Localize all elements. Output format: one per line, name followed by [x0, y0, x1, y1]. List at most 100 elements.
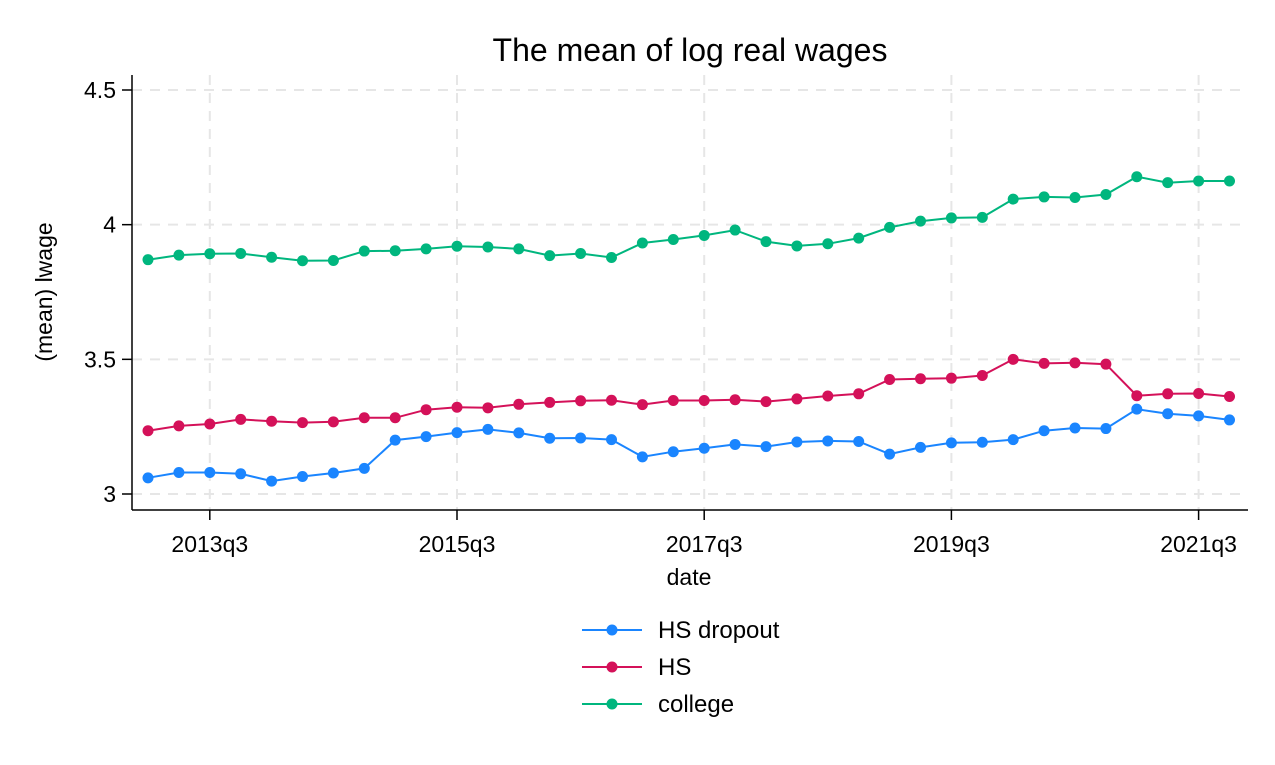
data-point	[1038, 191, 1050, 203]
data-point	[698, 395, 710, 407]
data-point	[173, 249, 185, 261]
data-point	[915, 441, 926, 453]
data-point	[389, 434, 401, 446]
data-point	[1193, 410, 1205, 422]
data-point	[327, 467, 339, 479]
data-point	[420, 404, 432, 416]
data-point	[884, 448, 896, 460]
data-point	[204, 466, 216, 478]
data-point	[822, 390, 834, 402]
data-point	[358, 412, 370, 424]
data-point	[235, 468, 247, 480]
series-line	[147, 358, 1230, 432]
data-point	[1131, 403, 1143, 415]
data-point	[142, 254, 154, 266]
data-point	[945, 372, 957, 384]
data-point	[1162, 177, 1174, 189]
data-point	[698, 229, 710, 241]
data-point	[1100, 423, 1112, 435]
data-point	[791, 393, 803, 405]
x-tick-label: 2015q3	[419, 531, 496, 557]
x-tick-label: 2021q3	[1160, 531, 1237, 557]
data-point	[451, 240, 463, 252]
data-point	[1224, 391, 1235, 403]
data-point	[204, 248, 216, 260]
data-point	[1069, 422, 1081, 434]
data-point	[606, 434, 617, 446]
legend-label: HS	[658, 654, 691, 681]
data-point	[173, 466, 185, 478]
x-tick-label: 2019q3	[913, 531, 990, 557]
data-point	[853, 435, 865, 447]
legend-item: college	[582, 691, 734, 718]
data-point	[575, 247, 587, 259]
data-point	[976, 211, 988, 223]
data-point	[945, 437, 957, 449]
x-tick-label: 2017q3	[666, 531, 743, 557]
data-point	[173, 420, 185, 432]
data-point	[1162, 388, 1174, 400]
data-point	[544, 250, 556, 262]
data-point	[822, 238, 834, 250]
data-point	[358, 245, 370, 257]
data-point	[729, 438, 741, 450]
legend-label: HS dropout	[658, 617, 780, 644]
data-point	[204, 418, 216, 430]
legend-marker	[606, 661, 618, 673]
data-point	[575, 395, 587, 407]
data-point	[1100, 189, 1112, 201]
data-point	[606, 252, 617, 264]
data-point	[853, 232, 865, 244]
data-point	[1193, 175, 1205, 187]
data-point	[791, 436, 803, 448]
data-point	[297, 255, 308, 267]
data-point	[389, 412, 401, 424]
data-point	[1224, 414, 1235, 426]
data-point	[915, 373, 926, 385]
data-point	[235, 247, 247, 259]
data-point	[482, 402, 494, 414]
data-point	[235, 413, 247, 425]
data-point	[266, 251, 278, 263]
data-point	[1162, 408, 1174, 420]
data-point	[266, 475, 278, 487]
legend: HS dropout HS college	[582, 617, 780, 718]
data-point	[575, 432, 587, 444]
data-point	[420, 243, 432, 255]
series-hs	[142, 353, 1235, 437]
legend-label: college	[658, 691, 734, 718]
data-point	[1131, 171, 1143, 183]
data-point	[513, 427, 525, 439]
data-point	[1038, 357, 1050, 369]
data-point	[327, 254, 339, 266]
data-point	[667, 233, 679, 245]
data-point	[976, 369, 988, 381]
series-group	[142, 171, 1235, 487]
data-point	[1224, 175, 1235, 187]
y-tick-label: 4.5	[84, 77, 116, 103]
data-point	[636, 451, 648, 463]
data-point	[513, 398, 525, 410]
data-point	[482, 423, 494, 435]
data-point	[884, 374, 896, 386]
series-line	[147, 175, 1230, 262]
data-point	[420, 431, 432, 443]
y-tick-label: 3.5	[84, 346, 116, 372]
data-point	[544, 432, 556, 444]
chart-title: The mean of log real wages	[493, 32, 888, 68]
data-point	[451, 401, 463, 413]
y-tick-label: 4	[103, 212, 116, 238]
data-point	[266, 415, 278, 427]
data-point	[636, 237, 648, 249]
data-point	[142, 472, 154, 484]
x-axis-label: date	[667, 564, 712, 590]
data-point	[606, 394, 617, 406]
data-point	[760, 396, 772, 408]
data-point	[1007, 434, 1019, 446]
data-point	[698, 442, 710, 454]
data-point	[822, 435, 834, 447]
data-point	[327, 416, 339, 428]
data-point	[976, 436, 988, 448]
data-point	[791, 240, 803, 252]
